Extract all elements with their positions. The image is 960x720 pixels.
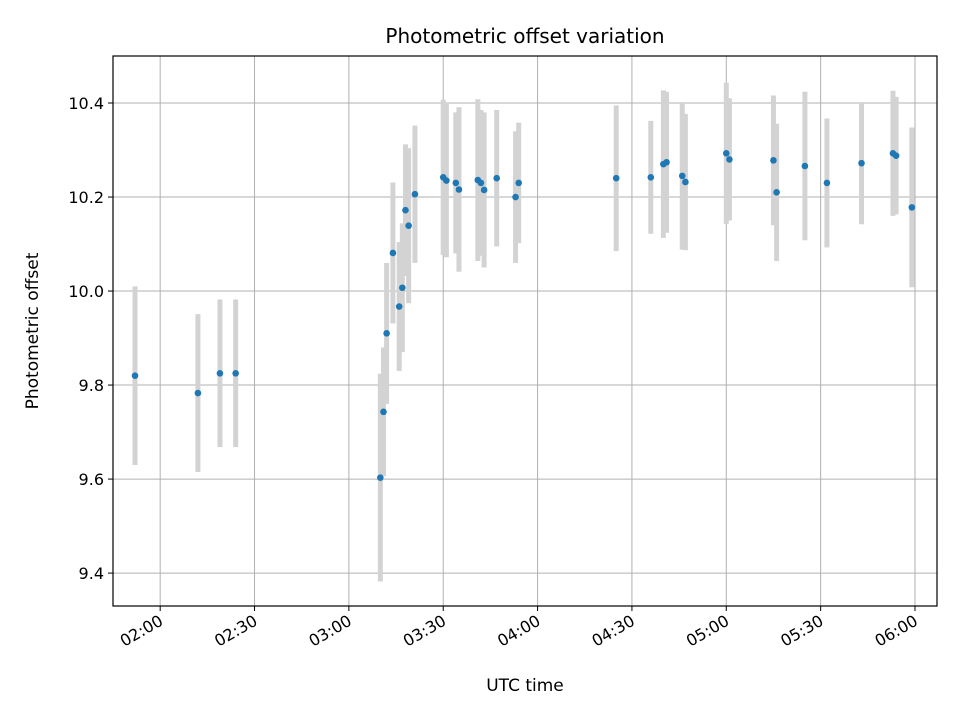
y-tick-label: 10.2 bbox=[68, 188, 104, 207]
data-point bbox=[405, 222, 412, 230]
plot-area-background bbox=[113, 56, 937, 606]
chart-title: Photometric offset variation bbox=[385, 24, 664, 48]
data-point bbox=[383, 330, 390, 337]
data-point bbox=[232, 370, 239, 377]
grid bbox=[113, 56, 937, 606]
data-point bbox=[770, 157, 777, 164]
y-axis-label: Photometric offset bbox=[23, 252, 43, 409]
data-point bbox=[773, 189, 780, 196]
data-point bbox=[678, 172, 686, 180]
data-point bbox=[131, 372, 139, 379]
y-axis-ticks: 9.4 9.6 9.8 10.0 10.2 10.4 bbox=[68, 94, 113, 583]
y-tick-label: 9.8 bbox=[79, 376, 104, 395]
data-point bbox=[443, 177, 450, 184]
data-point bbox=[389, 249, 397, 257]
data-point bbox=[801, 162, 809, 170]
data-point bbox=[647, 173, 655, 181]
data-point bbox=[823, 179, 831, 187]
data-point bbox=[411, 190, 419, 198]
data-point bbox=[402, 206, 409, 214]
data-point bbox=[908, 204, 916, 211]
data-point bbox=[892, 152, 900, 159]
data-point bbox=[515, 179, 523, 187]
data-point bbox=[493, 174, 500, 182]
data-point bbox=[663, 158, 670, 166]
data-point bbox=[726, 156, 733, 163]
data-point bbox=[612, 174, 620, 182]
y-tick-label: 9.6 bbox=[79, 470, 104, 489]
data-points bbox=[131, 150, 916, 481]
data-point bbox=[722, 150, 730, 157]
data-point bbox=[452, 179, 460, 187]
data-point bbox=[512, 193, 519, 201]
data-point bbox=[477, 179, 485, 187]
plot-area-frame bbox=[112, 55, 938, 607]
data-point bbox=[480, 186, 488, 194]
y-tick-label: 9.4 bbox=[79, 564, 104, 583]
data-point bbox=[858, 159, 865, 167]
data-point bbox=[380, 408, 387, 416]
y-tick-label: 10.4 bbox=[68, 94, 104, 113]
data-point bbox=[395, 303, 403, 310]
y-tick-label: 10.0 bbox=[68, 282, 104, 301]
data-point bbox=[682, 178, 689, 186]
data-point bbox=[377, 474, 384, 481]
data-point bbox=[399, 284, 406, 292]
x-axis-label: UTC time bbox=[486, 676, 564, 696]
data-point bbox=[455, 186, 463, 193]
data-point bbox=[194, 389, 202, 397]
data-point bbox=[216, 370, 224, 377]
